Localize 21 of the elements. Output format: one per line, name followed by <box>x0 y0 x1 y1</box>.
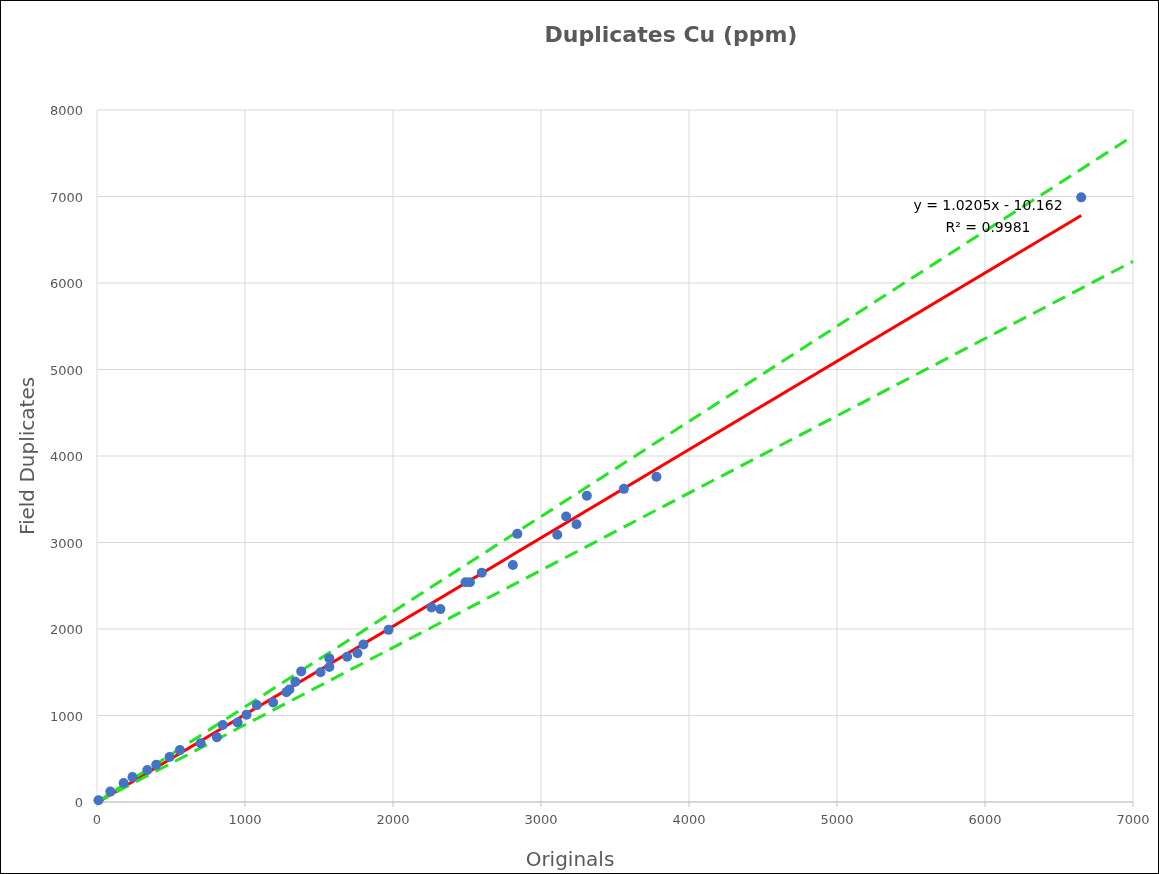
y-tick-label: 3000 <box>49 535 83 551</box>
x-tick-label: 2000 <box>376 812 410 827</box>
x-axis-title: Originals <box>525 847 615 871</box>
annotation: y = 1.0205x - 10.162 <box>913 197 1063 213</box>
x-tick-label: 6000 <box>968 812 1002 827</box>
x-tick-label: 0 <box>92 812 102 827</box>
y-tick-label: 1000 <box>49 708 83 724</box>
y-tick-label: 6000 <box>49 276 83 291</box>
y-tick-label: 5000 <box>49 362 83 378</box>
x-tick-label: 4000 <box>672 812 706 827</box>
y-tick-label: 2000 <box>49 622 83 637</box>
y-tick-label: 0 <box>74 795 83 810</box>
y-tick-label: 8000 <box>49 103 83 118</box>
x-tick-label: 1000 <box>228 812 262 827</box>
x-tick-label: 3000 <box>524 812 558 827</box>
y-tick-label: 4000 <box>49 449 83 464</box>
y-axis-title: Field Duplicates <box>15 376 39 536</box>
x-tick-label: 7000 <box>1116 812 1150 827</box>
chart-title: Duplicates Cu (ppm) <box>544 22 798 47</box>
x-tick-label: 5000 <box>820 812 854 827</box>
y-tick-label: 7000 <box>49 189 83 205</box>
